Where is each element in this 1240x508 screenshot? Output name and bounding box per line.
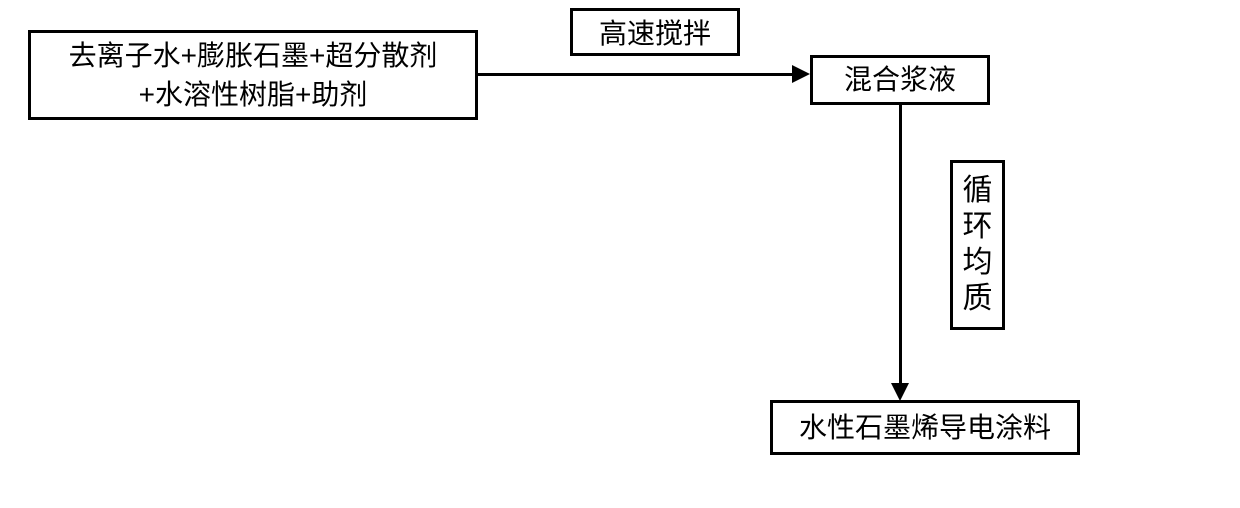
node-mixed-text: 混合浆液 [844, 60, 956, 99]
node-input-text: 去离子水+膨胀石墨+超分散剂 +水溶性树脂+助剂 [69, 36, 438, 114]
node-output-text: 水性石墨烯导电涂料 [799, 408, 1051, 447]
node-input-line2: +水溶性树脂+助剂 [69, 75, 438, 114]
edge-mix-label-text: 高速搅拌 [599, 12, 711, 52]
edge-mix-line [478, 73, 796, 76]
homogenize-char-0: 循 [963, 173, 993, 209]
edge-mix-arrowhead [792, 65, 810, 83]
homogenize-char-1: 环 [963, 209, 993, 245]
edge-homogenize-arrowhead [891, 383, 909, 401]
edge-homogenize-label: 循 环 均 质 [950, 160, 1005, 330]
homogenize-char-3: 质 [963, 281, 993, 317]
node-output: 水性石墨烯导电涂料 [770, 400, 1080, 455]
edge-mix-label: 高速搅拌 [570, 8, 740, 56]
node-mixed: 混合浆液 [810, 55, 990, 105]
edge-homogenize-line [899, 105, 902, 387]
homogenize-char-2: 均 [963, 245, 993, 281]
node-input-line1: 去离子水+膨胀石墨+超分散剂 [69, 36, 438, 75]
node-input: 去离子水+膨胀石墨+超分散剂 +水溶性树脂+助剂 [28, 30, 478, 120]
